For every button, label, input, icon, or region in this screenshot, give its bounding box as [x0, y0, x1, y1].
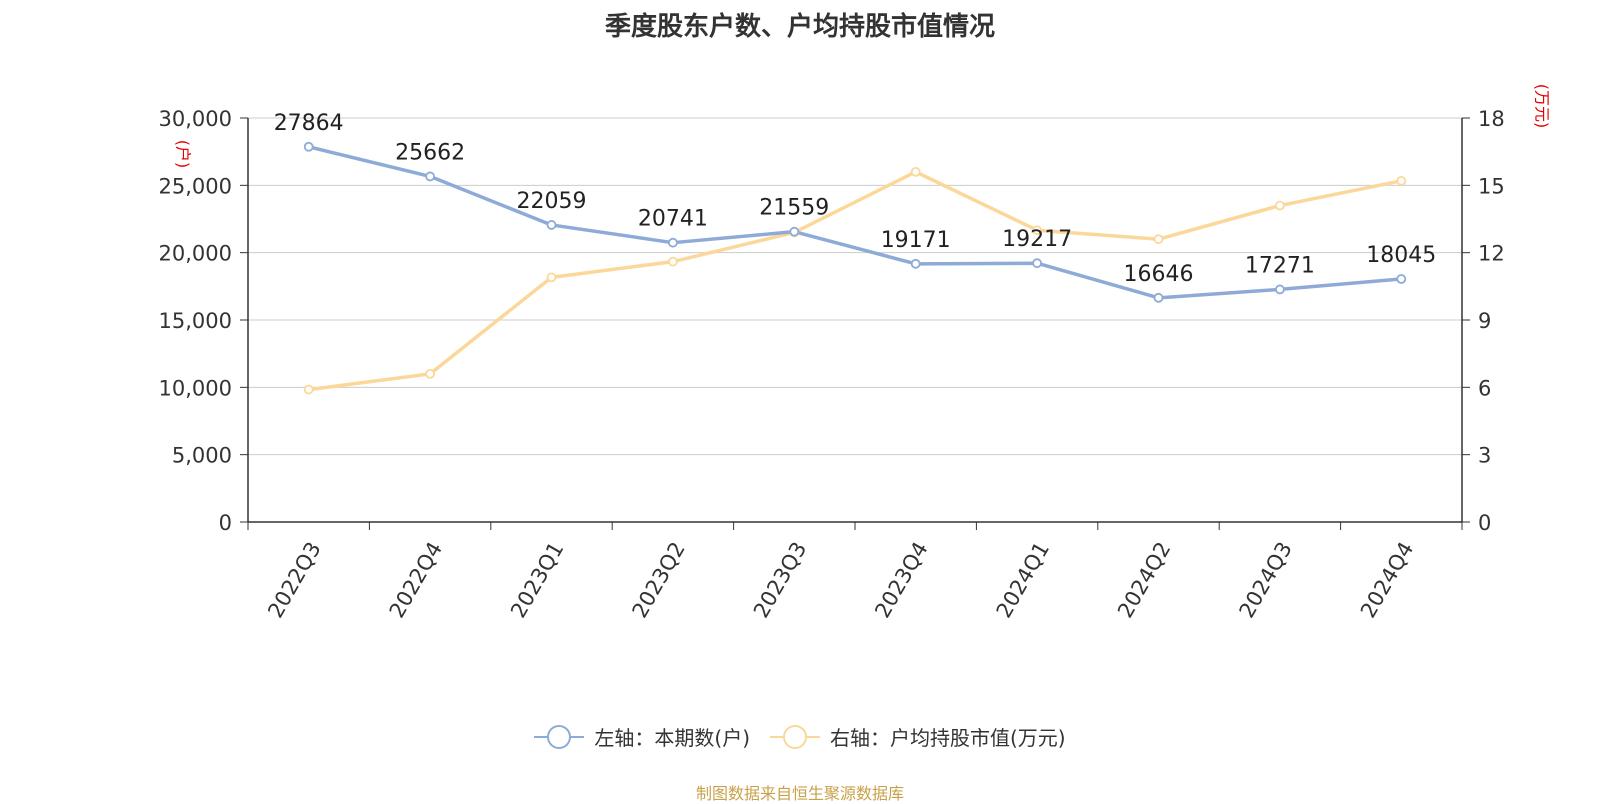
legend-item-avg-value[interactable]: 右轴：户均持股市值(万元)	[770, 722, 1066, 751]
grid-lines	[248, 117, 1462, 456]
data-point	[1153, 292, 1164, 303]
data-point	[668, 256, 678, 267]
series-points	[303, 141, 1407, 395]
data-point	[303, 384, 314, 395]
left-tick-label: 5,000	[172, 444, 232, 468]
data-point	[546, 272, 557, 283]
data-point	[425, 171, 436, 182]
x-tick-label: 2023Q4	[870, 538, 932, 622]
line-chart: 0 5,000 10,000 15,000 20,000 25,000 30,000 0 3 6…	[159, 107, 1505, 622]
data-point	[668, 237, 678, 248]
data-labels: 27864 25662 22059 20741 21559 19171 19217 16646…	[274, 111, 1437, 287]
data-label: 27864	[274, 111, 344, 136]
right-tick-label: 9	[1478, 309, 1491, 333]
legend-label: 右轴：户均持股市值(万元)	[830, 726, 1066, 750]
left-tick-label: 20,000	[159, 242, 232, 266]
x-tick-label: 2024Q4	[1356, 538, 1418, 622]
data-label: 17271	[1245, 253, 1315, 278]
series-line	[308, 170, 1402, 392]
right-axis-ticks: 0 3 6 9 12 15 18	[1462, 107, 1505, 535]
left-tick-label: 10,000	[159, 376, 232, 400]
data-source: 制图数据来自恒生聚源数据库	[695, 784, 904, 803]
data-point	[1396, 175, 1407, 186]
data-label: 25662	[395, 140, 465, 165]
left-tick-label: 25,000	[159, 174, 232, 198]
data-label: 21559	[759, 196, 829, 221]
legend-item-holders[interactable]: 左轴：本期数(户)	[534, 722, 750, 751]
x-tick-label: 2022Q4	[385, 538, 447, 622]
right-tick-label: 12	[1478, 242, 1505, 266]
right-tick-label: 0	[1478, 511, 1491, 535]
legend: 左轴：本期数(户) 右轴：户均持股市值(万元)	[0, 722, 1600, 751]
series-lines	[308, 145, 1402, 392]
chart-title: 季度股东户数、户均持股市值情况	[604, 12, 995, 42]
data-point	[910, 258, 921, 269]
x-tick-label: 2022Q3	[263, 538, 325, 622]
data-point	[1275, 284, 1285, 295]
right-tick-label: 6	[1478, 376, 1491, 400]
data-point	[910, 166, 921, 177]
data-point	[1396, 274, 1407, 284]
series-line	[308, 145, 1402, 300]
left-tick-label: 15,000	[159, 309, 232, 333]
x-tick-label: 2023Q1	[506, 538, 568, 622]
data-point	[1032, 225, 1042, 236]
x-tick-label: 2023Q3	[749, 538, 811, 622]
x-axis-ticks: 2022Q3 2022Q4 2023Q1 2023Q2 2023Q3 2023Q4 2024…	[247, 522, 1463, 622]
data-point	[1032, 258, 1042, 269]
right-tick-label: 15	[1478, 174, 1505, 198]
data-label: 22059	[517, 189, 587, 214]
data-label: 19171	[881, 228, 951, 253]
right-tick-label: 18	[1478, 107, 1505, 131]
data-point	[425, 368, 436, 379]
right-tick-label: 3	[1478, 444, 1491, 468]
x-tick-label: 2024Q3	[1235, 538, 1297, 622]
legend-line-circle-icon	[534, 724, 585, 749]
data-label: 19217	[1002, 227, 1072, 252]
data-label: 18045	[1366, 243, 1436, 268]
data-point	[546, 220, 557, 230]
x-tick-label: 2024Q2	[1113, 538, 1175, 622]
data-point	[1153, 234, 1164, 245]
left-tick-label: 0	[219, 511, 232, 535]
data-label: 16646	[1124, 262, 1194, 287]
data-point	[303, 141, 314, 152]
x-tick-label: 2023Q2	[628, 538, 690, 622]
left-axis-ticks: 0 5,000 10,000 15,000 20,000 25,000 30,000	[159, 107, 248, 535]
legend-line-circle-icon	[770, 724, 820, 749]
legend-label: 左轴：本期数(户)	[594, 726, 750, 750]
data-point	[1275, 200, 1285, 211]
x-tick-label: 2024Q1	[992, 538, 1054, 622]
data-point	[789, 226, 800, 237]
data-label: 20741	[638, 207, 708, 232]
left-tick-label: 30,000	[159, 107, 232, 131]
